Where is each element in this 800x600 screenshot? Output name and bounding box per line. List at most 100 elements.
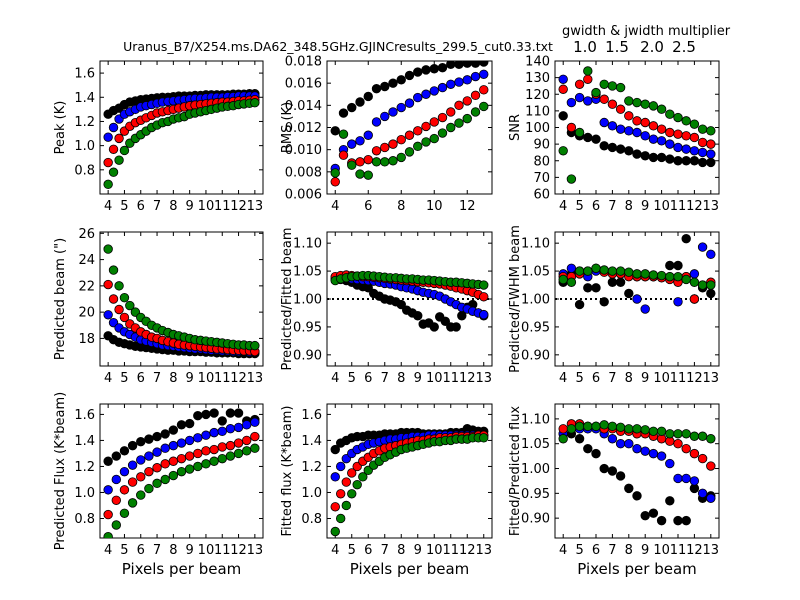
legend-item-2-5: 2.5 [672,38,696,56]
y-tick-label: 1.10 [521,412,550,427]
data-point [689,448,700,459]
data-point [479,433,489,443]
data-point [607,81,618,91]
data-point [111,520,122,530]
x-tick-label: 13 [703,543,720,558]
data-point [624,96,634,106]
plot-area [326,231,493,367]
series-2-5 [558,66,716,184]
x-tick-label: 5 [120,199,128,214]
data-point [396,75,406,85]
data-point [330,126,340,136]
x-tick-label: 12 [230,371,247,386]
y-tick-label: 100 [525,121,550,136]
x-tick-label: 6 [137,371,145,386]
x-tick-label: 7 [153,543,161,558]
series-1-5 [558,74,716,159]
subplot-1: 4 5 6 7 8 9 10 11 12 13 0.8 1.0 1.2 1.4 1.6 Peak (K) [53,60,264,214]
series-2-0 [330,85,489,187]
y-tick-label: 22 [78,279,95,294]
data-point [160,429,170,439]
data-point [225,408,236,418]
data-point [363,170,373,180]
data-point [706,434,716,444]
data-point [615,277,626,287]
data-point [114,304,124,315]
data-point [437,82,448,93]
data-point [574,266,585,276]
data-point [421,121,431,132]
data-point [330,444,340,455]
series-2-5 [103,443,260,538]
data-point [648,121,659,131]
data-point [599,265,609,275]
data-point [558,274,568,285]
x-tick-label: 10 [653,543,670,558]
y-tick-label: 140 [525,55,550,70]
x-tick-label: 6 [592,199,600,214]
data-point [201,409,211,420]
y-tick-label: 90 [533,138,550,153]
data-point [330,177,340,187]
y-tick-label: 0.90 [521,348,550,363]
y-tick-label: 1.4 [74,434,95,449]
x-axis-label: Pixels per beam [350,560,470,578]
data-point [225,440,236,451]
plot-area [326,60,493,195]
data-point [144,434,154,444]
x-tick-label: 4 [559,543,567,558]
data-point [176,453,187,464]
x-tick-label: 10 [426,199,443,214]
y-tick-label: 1.2 [74,115,95,130]
x-tick-label: 4 [104,199,112,214]
x-tick-label: 10 [426,543,443,558]
y-tick-label: 1.05 [521,265,550,280]
data-point [656,515,667,526]
data-point [347,468,357,478]
data-point [640,304,650,314]
x-tick-label: 7 [608,543,616,558]
data-point [413,311,423,321]
y-tick-label: 1.4 [74,91,95,106]
data-point [338,150,349,160]
data-point [640,269,650,279]
subplot-2: 4 6 8 10 12 0.006 0.008 0.010 0.012 0.014 0.016 0.0… [280,55,493,214]
y-tick-label: 1.0 [74,139,95,154]
data-point [607,121,618,131]
data-point [591,448,601,459]
y-tick-label: 0.016 [285,77,322,92]
data-point [152,431,162,442]
data-point [429,133,439,144]
data-point [103,279,113,290]
x-tick-label: 10 [426,371,443,386]
data-point [363,154,373,165]
x-tick-label: 10 [653,371,670,386]
y-tick-label: 1.6 [74,67,95,82]
data-point [574,299,585,310]
data-point [640,510,650,521]
legend: 1.0 1.5 2.0 2.5 [573,38,696,56]
data-point [566,174,577,184]
y-axis-label: Fitted/Predicted flux [508,406,523,537]
data-point [681,131,691,141]
data-point [697,242,708,252]
series-2-0 [103,279,260,357]
data-point [673,260,683,271]
series-1-0 [103,408,260,466]
data-point [111,495,122,505]
data-point [624,146,634,156]
data-point [160,459,170,469]
series-2-5 [103,244,260,351]
data-point [470,71,481,82]
data-point [168,470,179,481]
data-point [706,288,716,299]
data-point [479,101,489,112]
data-point [673,439,683,449]
data-point [371,117,382,127]
data-point [681,144,691,154]
data-point [193,433,203,443]
y-tick-label: 80 [533,154,550,169]
data-point [706,493,716,503]
data-point [136,490,146,500]
